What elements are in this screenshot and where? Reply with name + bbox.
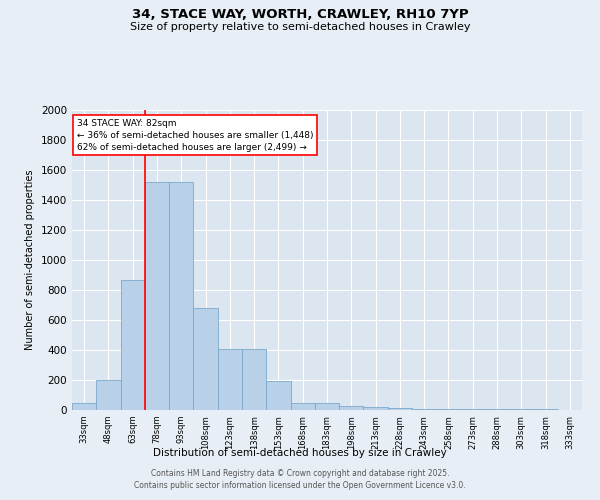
Text: Size of property relative to semi-detached houses in Crawley: Size of property relative to semi-detach… xyxy=(130,22,470,32)
Bar xyxy=(315,402,339,410)
Text: Distribution of semi-detached houses by size in Crawley: Distribution of semi-detached houses by … xyxy=(153,448,447,458)
Bar xyxy=(509,409,533,410)
Bar xyxy=(96,380,121,410)
Bar xyxy=(364,407,388,410)
Bar xyxy=(412,408,436,410)
Text: Contains HM Land Registry data © Crown copyright and database right 2025.
Contai: Contains HM Land Registry data © Crown c… xyxy=(134,468,466,490)
Bar xyxy=(72,402,96,410)
Text: 34 STACE WAY: 82sqm
← 36% of semi-detached houses are smaller (1,448)
62% of sem: 34 STACE WAY: 82sqm ← 36% of semi-detach… xyxy=(77,119,314,152)
Bar xyxy=(169,182,193,410)
Bar xyxy=(121,280,145,410)
Bar xyxy=(242,348,266,410)
Bar xyxy=(339,406,364,410)
Bar xyxy=(193,308,218,410)
Bar xyxy=(218,348,242,410)
Bar xyxy=(266,381,290,410)
Bar xyxy=(388,408,412,410)
Bar xyxy=(145,182,169,410)
Text: 34, STACE WAY, WORTH, CRAWLEY, RH10 7YP: 34, STACE WAY, WORTH, CRAWLEY, RH10 7YP xyxy=(131,8,469,20)
Bar xyxy=(436,409,461,410)
Bar xyxy=(461,409,485,410)
Y-axis label: Number of semi-detached properties: Number of semi-detached properties xyxy=(25,170,35,350)
Bar xyxy=(485,409,509,410)
Bar xyxy=(290,402,315,410)
Bar xyxy=(533,409,558,410)
